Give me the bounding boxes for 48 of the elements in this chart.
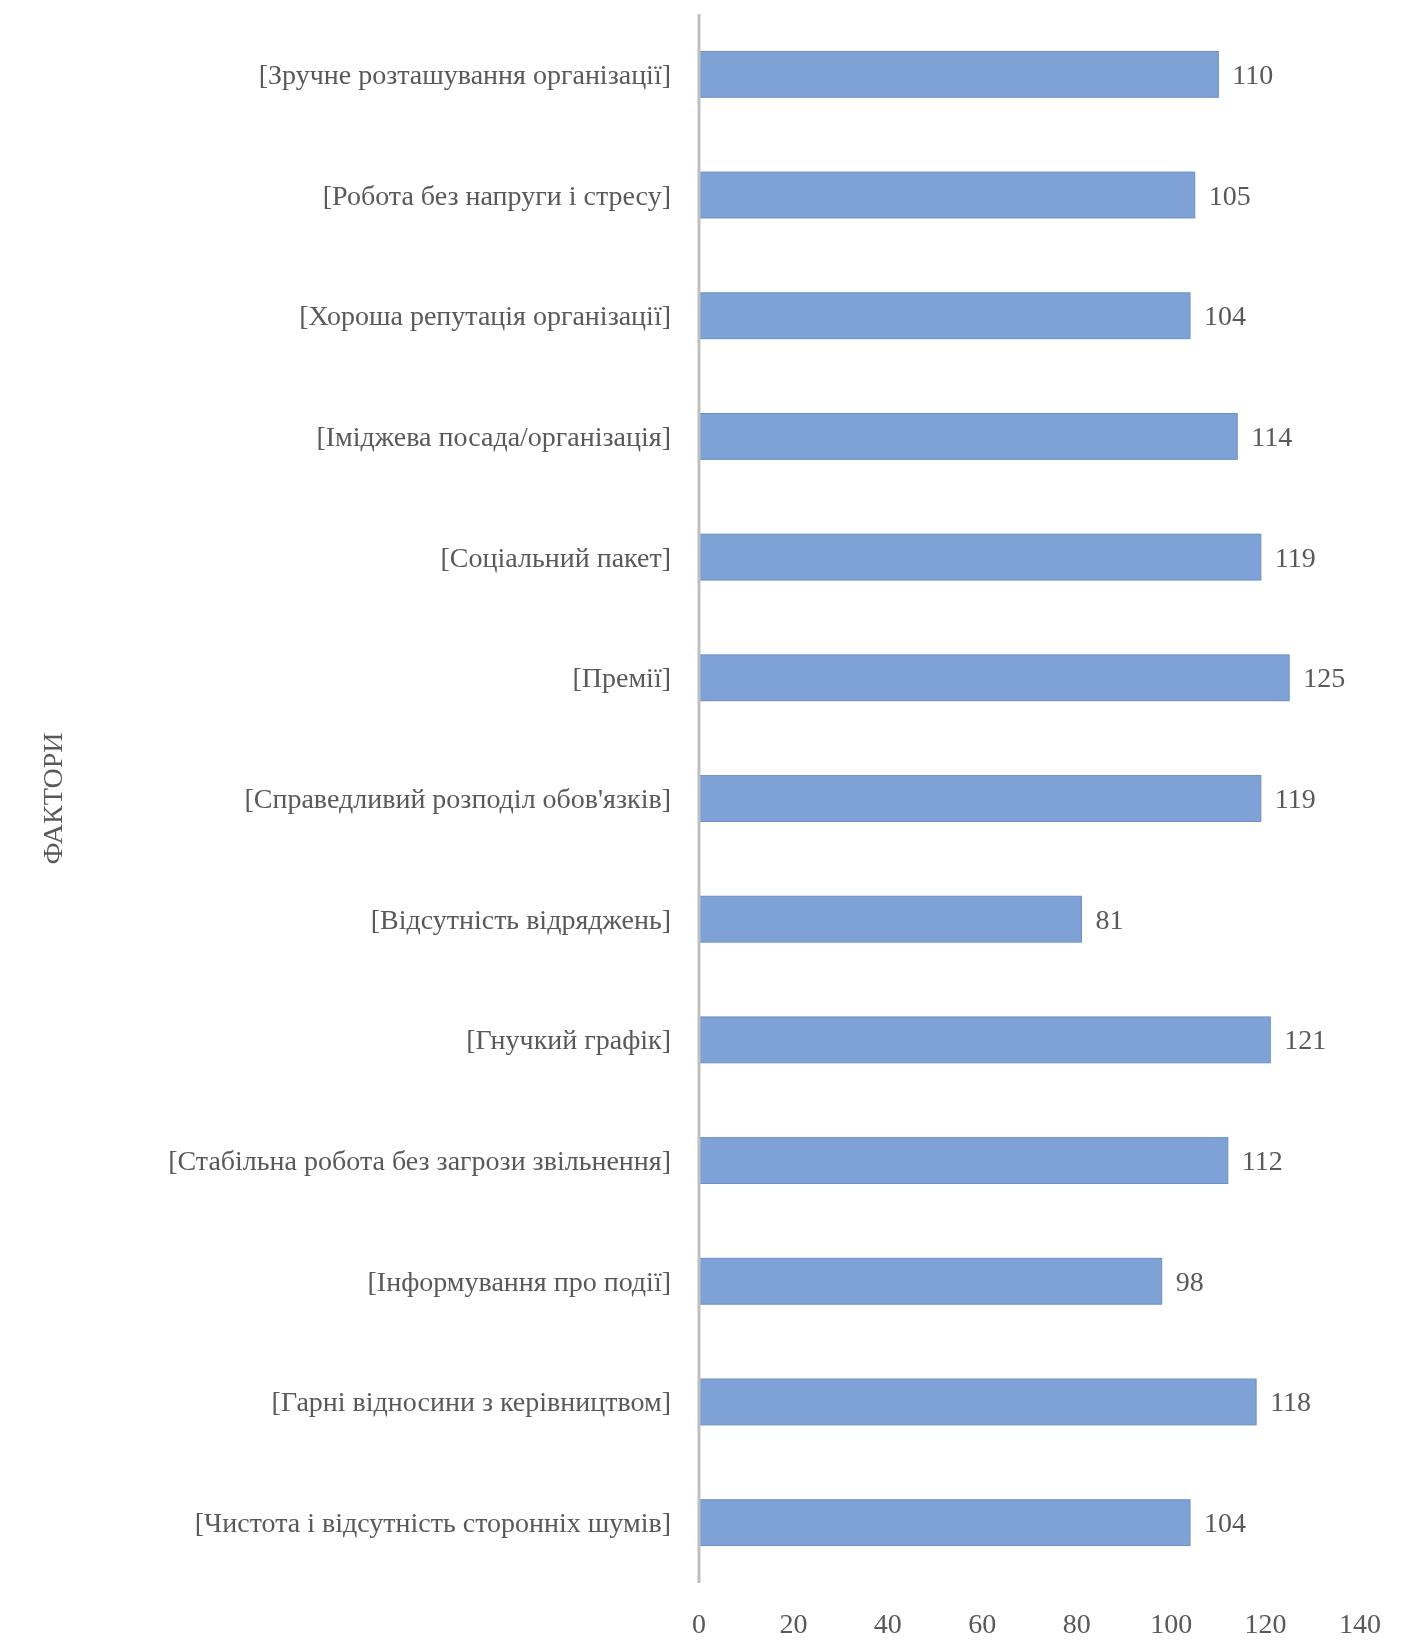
bar [698,1137,1229,1185]
y-tick-label: [Справедливий розподіл обов'язків] [244,783,671,814]
data-label: 104 [1204,1507,1247,1539]
data-label: 81 [1095,903,1124,935]
bar [698,895,1082,943]
bar [698,654,1290,702]
y-axis-title: ФАКТОРИ [36,732,68,865]
y-tick-label: [Стабільна робота без загрози звільнення] [168,1145,671,1177]
y-tick-label: [Хороша репутація організації] [299,300,671,332]
x-tick-label: 140 [1339,1607,1381,1639]
bar [698,412,1238,460]
data-label: 121 [1284,1024,1327,1056]
x-tick-label: 40 [873,1607,902,1639]
bar [698,533,1262,581]
data-label: 118 [1270,1386,1312,1418]
y-tick-label: [Іміджева посада/організація] [316,420,671,452]
data-label: 112 [1241,1145,1283,1177]
x-tick-label: 120 [1244,1607,1287,1639]
y-tick-label: [Гарні відносини з керівництвом] [271,1386,671,1418]
y-tick-label: [Робота без напруги і стресу] [322,179,671,211]
y-tick-label: [Відсутність відряджень] [370,903,671,935]
data-label: 110 [1232,58,1274,90]
bar [698,1378,1257,1426]
x-tick-label: 100 [1150,1607,1193,1639]
bar [698,171,1196,219]
data-label: 114 [1251,420,1293,452]
y-tick-label: [Інформування про події] [367,1265,671,1297]
y-tick-label: [Соціальний пакет] [440,541,671,573]
y-tick-label: [Чистота і відсутність сторонніх шумів] [194,1507,671,1539]
y-tick-label: [Зручне розташування організації] [258,58,671,90]
bar [698,292,1191,340]
x-tick-label: 0 [692,1607,706,1639]
x-tick-label: 20 [779,1607,808,1639]
y-tick-label: [Гнучкий графік] [466,1024,671,1056]
data-label: 119 [1274,783,1316,814]
bar [698,775,1262,822]
x-tick-label: 80 [1062,1607,1091,1639]
y-tick-label: [Премії] [572,662,671,694]
data-label: 125 [1303,662,1346,694]
data-label: 104 [1204,300,1247,332]
data-label: 105 [1208,179,1251,211]
x-tick-label: 60 [968,1607,997,1639]
bar [698,1016,1271,1064]
bar [698,1257,1163,1305]
data-label: 98 [1175,1265,1204,1297]
bar [698,1499,1191,1547]
bar [698,50,1219,98]
data-label: 119 [1274,541,1316,573]
